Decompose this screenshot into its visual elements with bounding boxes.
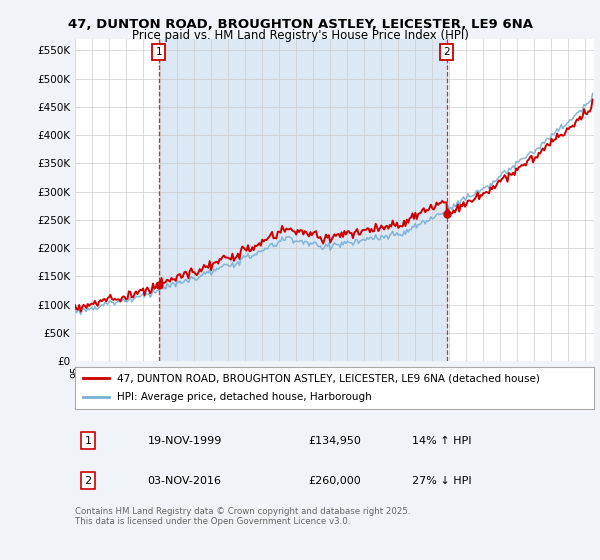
Text: 19-NOV-1999: 19-NOV-1999 xyxy=(148,436,222,446)
Text: 1: 1 xyxy=(85,436,91,446)
Text: 27% ↓ HPI: 27% ↓ HPI xyxy=(412,475,472,486)
Text: HPI: Average price, detached house, Harborough: HPI: Average price, detached house, Harb… xyxy=(116,393,371,403)
Text: Contains HM Land Registry data © Crown copyright and database right 2025.
This d: Contains HM Land Registry data © Crown c… xyxy=(75,507,410,526)
Text: 2: 2 xyxy=(85,475,92,486)
Text: 2: 2 xyxy=(443,46,450,57)
Bar xyxy=(159,39,446,361)
Text: 03-NOV-2016: 03-NOV-2016 xyxy=(148,475,221,486)
Text: 14% ↑ HPI: 14% ↑ HPI xyxy=(412,436,472,446)
Text: 1: 1 xyxy=(155,46,162,57)
Text: £134,950: £134,950 xyxy=(308,436,361,446)
Text: Price paid vs. HM Land Registry's House Price Index (HPI): Price paid vs. HM Land Registry's House … xyxy=(131,29,469,42)
Text: £260,000: £260,000 xyxy=(308,475,361,486)
Text: 47, DUNTON ROAD, BROUGHTON ASTLEY, LEICESTER, LE9 6NA (detached house): 47, DUNTON ROAD, BROUGHTON ASTLEY, LEICE… xyxy=(116,373,539,383)
Text: 47, DUNTON ROAD, BROUGHTON ASTLEY, LEICESTER, LE9 6NA: 47, DUNTON ROAD, BROUGHTON ASTLEY, LEICE… xyxy=(67,18,533,31)
